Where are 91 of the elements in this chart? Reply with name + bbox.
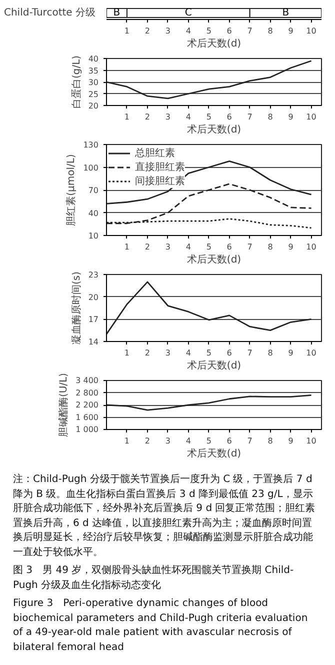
- x-tick-label: 9: [288, 242, 294, 252]
- y-axis-title: 凝血酶原时间(s): [70, 271, 82, 345]
- x-tick-label: 10: [306, 112, 316, 122]
- x-axis-title: 术后天数(d): [186, 124, 242, 136]
- x-tick-label: 9: [288, 348, 294, 358]
- y-tick-label: 20: [88, 102, 99, 110]
- x-tick-label: 2: [144, 436, 150, 446]
- x-tick-label: 8: [268, 242, 273, 252]
- x-tick-label: 9: [288, 436, 294, 446]
- x-tick-label: 1: [124, 112, 130, 122]
- x-axis-title: 术后天数(d): [186, 38, 242, 50]
- x-axis-title: 术后天数(d): [186, 448, 242, 460]
- x-tick-label: 6: [226, 436, 232, 446]
- line-series: [106, 281, 312, 335]
- y-tick-label: 30: [88, 78, 99, 87]
- legend-label: 直接胆红素: [135, 160, 185, 174]
- x-tick-label: 1: [124, 348, 130, 358]
- x-tick-label: 3: [165, 348, 170, 358]
- series-label: C: [184, 8, 192, 18]
- x-tick-label: 7: [247, 436, 252, 446]
- y-tick-label: 130: [83, 140, 99, 150]
- x-tick-label: 7: [247, 242, 252, 252]
- y-tick-label: 35: [88, 66, 99, 76]
- x-tick-label: 9: [288, 112, 294, 122]
- line-series: [106, 394, 312, 411]
- x-tick-label: 10: [306, 26, 316, 36]
- y-tick-label: 10: [88, 232, 99, 240]
- x-tick-label: 3: [165, 436, 170, 446]
- y-tick-label: 25: [88, 90, 99, 99]
- x-tick-label: 8: [268, 348, 273, 358]
- x-tick-label: 4: [186, 112, 191, 122]
- line-series: [106, 160, 312, 204]
- x-tick-label: 7: [247, 26, 252, 36]
- x-tick-label: 4: [186, 348, 191, 358]
- y-tick-label: 70: [88, 186, 99, 195]
- x-tick-label: 6: [226, 348, 232, 358]
- x-tick-label: 10: [306, 436, 316, 446]
- y-tick-label: 3 400: [76, 376, 99, 385]
- x-tick-label: 1: [124, 242, 130, 252]
- x-tick-label: 4: [186, 242, 191, 252]
- x-tick-label: 5: [206, 112, 212, 122]
- x-tick-label: 9: [288, 26, 294, 36]
- text: 注：Child-Pugh 分级于髋关节置换后一度升为 C 级，于置换后 7 d 降为 B 级。血生化指标白蛋白置换后 3 d 降到最低值 23 g/L，显示肝脏合成功能低下，经外界补充后置换后 9 d 回复正常范围；胆红素置换后升高，6 d 达峰值，以直接胆红素升高为主；凝血酶原时间置换后明显延长，经治疗后较早恢复；胆碱酯酶监测显示肝脏合成功能一直处于较低水平。: [13, 473, 316, 560]
- x-tick-label: 5: [206, 242, 212, 252]
- caption: 图 3 男 49 岁，双侧股骨头缺血性坏死围髋关节置换期 Child-Pugh 分级及血生化指标动态变化: [13, 564, 295, 592]
- x-tick-label: 8: [268, 26, 273, 36]
- x-tick-label: 3: [165, 112, 170, 122]
- x-tick-label: 10: [306, 242, 316, 252]
- series-label: B: [113, 8, 120, 18]
- y-tick-label: 100: [83, 163, 99, 172]
- y-tick-label: 40: [88, 208, 99, 218]
- y-tick-label: 1 000: [76, 425, 99, 434]
- y-tick-label: 40: [88, 54, 99, 64]
- x-tick-label: 2: [144, 26, 150, 36]
- x-tick-label: 6: [226, 242, 232, 252]
- x-tick-label: 7: [247, 112, 252, 122]
- x-tick-label: 5: [206, 436, 212, 446]
- x-tick-label: 10: [306, 348, 316, 358]
- legend-label: 间接胆红素: [135, 174, 185, 188]
- y-tick-label: 14: [88, 338, 99, 346]
- x-tick-label: 5: [206, 348, 212, 358]
- series-label: B: [282, 8, 290, 18]
- y-tick-label: 17: [88, 315, 99, 324]
- y-axis-title: 白蛋白(g/L): [70, 55, 82, 109]
- y-tick-label: 20: [88, 292, 99, 302]
- y-axis-title: 胆碱酯酶(U/L): [58, 372, 70, 438]
- caption: Figure 3 Peri-operative dynamic changes of blood biochemical parameters and Child-Pugh criteria evaluation of a 49-year-old male patient with avascular necrosis of bilateral femoral head: [13, 597, 309, 654]
- x-tick-label: 6: [226, 26, 232, 36]
- x-tick-label: 3: [165, 242, 170, 252]
- x-tick-label: 1: [124, 436, 130, 446]
- x-tick-label: 8: [268, 112, 273, 122]
- x-tick-label: 7: [247, 348, 252, 358]
- x-axis-title: 术后天数(d): [186, 360, 242, 372]
- y-tick-label: 2 200: [76, 400, 99, 410]
- x-tick-label: 5: [206, 26, 212, 36]
- x-tick-label: 2: [144, 242, 150, 252]
- x-tick-label: 2: [144, 112, 150, 122]
- x-axis-title: 术后天数(d): [186, 254, 242, 266]
- x-tick-label: 4: [186, 436, 191, 446]
- legend-label: 总胆红素: [135, 146, 175, 160]
- y-tick-label: 1 600: [76, 412, 99, 422]
- y-tick-label: 2 800: [76, 388, 99, 398]
- y-axis-title: 胆红素(μmol/L): [65, 154, 78, 226]
- y-tick-label: 23: [88, 270, 99, 280]
- x-tick-label: 6: [226, 112, 232, 122]
- x-tick-label: 3: [165, 26, 170, 36]
- x-tick-label: 1: [124, 26, 130, 36]
- y-tick-label: Child-Turcotte 分级: [4, 6, 96, 18]
- x-tick-label: 4: [186, 26, 191, 36]
- x-tick-label: 2: [144, 348, 150, 358]
- x-tick-label: 8: [268, 436, 273, 446]
